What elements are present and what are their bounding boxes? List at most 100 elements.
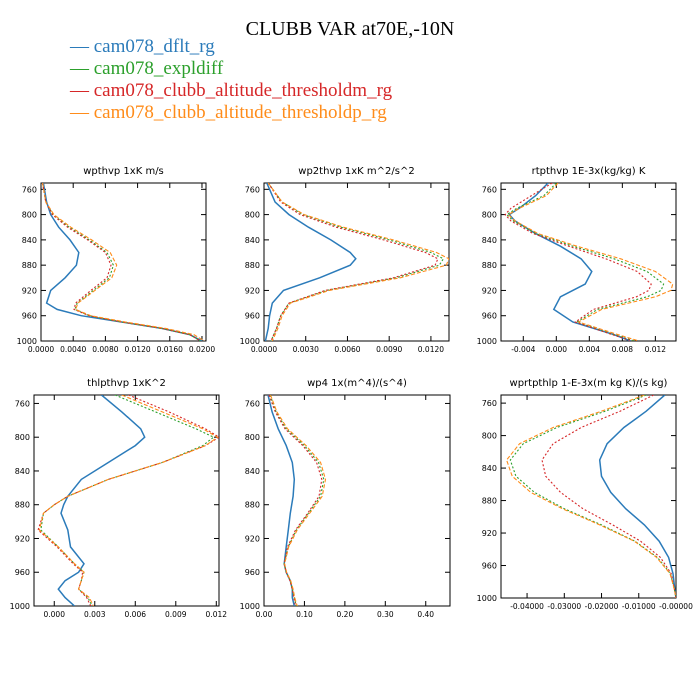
y-tick-label: 1000: [477, 337, 497, 346]
series-line-3: [541, 395, 676, 598]
x-tick-label: 0.000: [546, 345, 568, 354]
series-line-1: [57, 395, 146, 606]
y-tick-label: 760: [482, 185, 497, 194]
x-tick-label: 0.10: [296, 610, 313, 619]
y-tick-label: 960: [15, 568, 30, 577]
y-tick-label: 920: [482, 286, 497, 295]
series-line-4: [505, 395, 676, 598]
y-tick-label: 800: [22, 211, 37, 220]
series-line-3: [42, 183, 201, 341]
series-line-4: [42, 183, 205, 341]
chart-title: wp2thvp 1xK m^2/s^2: [298, 166, 414, 177]
legend-swatch: —: [70, 102, 94, 123]
x-tick-label: -0.01000: [622, 602, 656, 611]
x-tick-label: 0.0040: [60, 345, 86, 354]
plot-frame: [40, 182, 207, 342]
plot-frame: [500, 182, 677, 342]
plot-frame: [500, 394, 677, 599]
y-tick-label: 880: [15, 501, 30, 510]
x-tick-label: 0.012: [645, 345, 667, 354]
series-line-4: [507, 183, 674, 341]
chart-panel-2: wp2thvp 1xK m^2/s^2 760 800 840 880 920 960 100…: [240, 166, 450, 354]
y-tick-label: 800: [245, 211, 260, 220]
chart-panel-6: wprtpthlp 1-E-3x(m kg K)/(s kg) 760 800 840…: [477, 378, 693, 611]
series-line-1: [508, 183, 631, 341]
y-tick-label: 760: [15, 399, 30, 408]
x-tick-label: -0.02000: [585, 602, 619, 611]
x-tick-label: -0.03000: [547, 602, 581, 611]
y-tick-label: 840: [15, 467, 30, 476]
series-line-1: [267, 395, 296, 606]
y-tick-label: 840: [482, 464, 497, 473]
legend-item-thresholdp: — cam078_clubb_altitude_thresholdp_rg: [70, 102, 387, 124]
y-tick-label: 920: [245, 534, 260, 543]
y-tick-label: 920: [22, 286, 37, 295]
legend-item-thresholdm: — cam078_clubb_altitude_thresholdm_rg: [70, 80, 392, 102]
chart-panel-4: thlpthvp 1xK^2 760 800 840 880 920 960 1000 0.00…: [10, 378, 228, 619]
series-line-3: [267, 183, 439, 341]
x-tick-label: -0.004: [511, 345, 535, 354]
y-tick-label: 880: [482, 497, 497, 506]
y-tick-label: 880: [245, 501, 260, 510]
x-tick-label: 0.20: [337, 610, 354, 619]
series-line-1: [42, 183, 203, 341]
y-tick-label: 840: [245, 236, 260, 245]
y-tick-label: 800: [245, 433, 260, 442]
legend-swatch: —: [70, 36, 94, 57]
chart-title: wprtpthlp 1-E-3x(m kg K)/(s kg): [510, 378, 668, 389]
legend-label: cam078_clubb_altitude_thresholdp_rg: [93, 102, 387, 123]
x-tick-label: 0.30: [377, 610, 394, 619]
x-tick-label: 0.004: [579, 345, 601, 354]
y-tick-label: 960: [245, 568, 260, 577]
y-tick-label: 840: [482, 236, 497, 245]
legend-label: cam078_dflt_rg: [93, 36, 215, 57]
y-tick-label: 1000: [17, 337, 37, 346]
legend-swatch: —: [70, 80, 94, 101]
series-line-2: [505, 183, 665, 341]
x-tick-label: 0.0030: [293, 345, 319, 354]
x-tick-label: 0.0000: [28, 345, 54, 354]
x-tick-label: 0.0120: [124, 345, 150, 354]
y-tick-label: 880: [22, 261, 37, 270]
legend-swatch: —: [70, 58, 94, 79]
plot-frame: [263, 182, 450, 342]
chart-title: wp4 1x(m^4)/(s^4): [307, 378, 407, 389]
legend-item-dflt: — cam078_dflt_rg: [70, 36, 215, 58]
x-tick-label: 0.40: [417, 610, 434, 619]
series-line-4: [267, 183, 449, 341]
figure-title: CLUBB VAR at70E,-10N: [245, 18, 455, 40]
y-tick-label: 760: [245, 399, 260, 408]
y-tick-label: 920: [15, 534, 30, 543]
x-tick-label: 0.0080: [92, 345, 118, 354]
x-tick-label: 0.0060: [334, 345, 360, 354]
y-tick-label: 1000: [240, 337, 260, 346]
series-line-1: [264, 183, 357, 341]
plot-frame: [33, 394, 220, 607]
series-line-4: [38, 395, 219, 606]
series-line-2: [509, 395, 676, 598]
x-tick-label: 0.003: [84, 610, 106, 619]
y-tick-label: 960: [482, 562, 497, 571]
chart-title: wpthvp 1xK m/s: [83, 166, 164, 177]
y-tick-label: 920: [482, 529, 497, 538]
x-tick-label: -0.04000: [510, 602, 544, 611]
x-tick-label: 0.009: [165, 610, 187, 619]
x-tick-label: 0.0120: [418, 345, 444, 354]
chart-title: thlpthvp 1xK^2: [87, 378, 166, 389]
plot-frame: [263, 394, 451, 607]
y-tick-label: 760: [482, 399, 497, 408]
y-tick-label: 1000: [10, 602, 30, 611]
y-tick-label: 960: [22, 312, 37, 321]
series-line-2: [42, 183, 201, 341]
y-tick-label: 880: [482, 261, 497, 270]
series-line-1: [598, 395, 676, 598]
y-tick-label: 880: [245, 261, 260, 270]
x-tick-label: 0.008: [612, 345, 634, 354]
y-tick-label: 1000: [240, 602, 260, 611]
y-tick-label: 760: [22, 185, 37, 194]
x-tick-label: 0.0160: [157, 345, 183, 354]
y-tick-label: 800: [15, 433, 30, 442]
legend-label: cam078_clubb_altitude_thresholdm_rg: [93, 80, 393, 101]
